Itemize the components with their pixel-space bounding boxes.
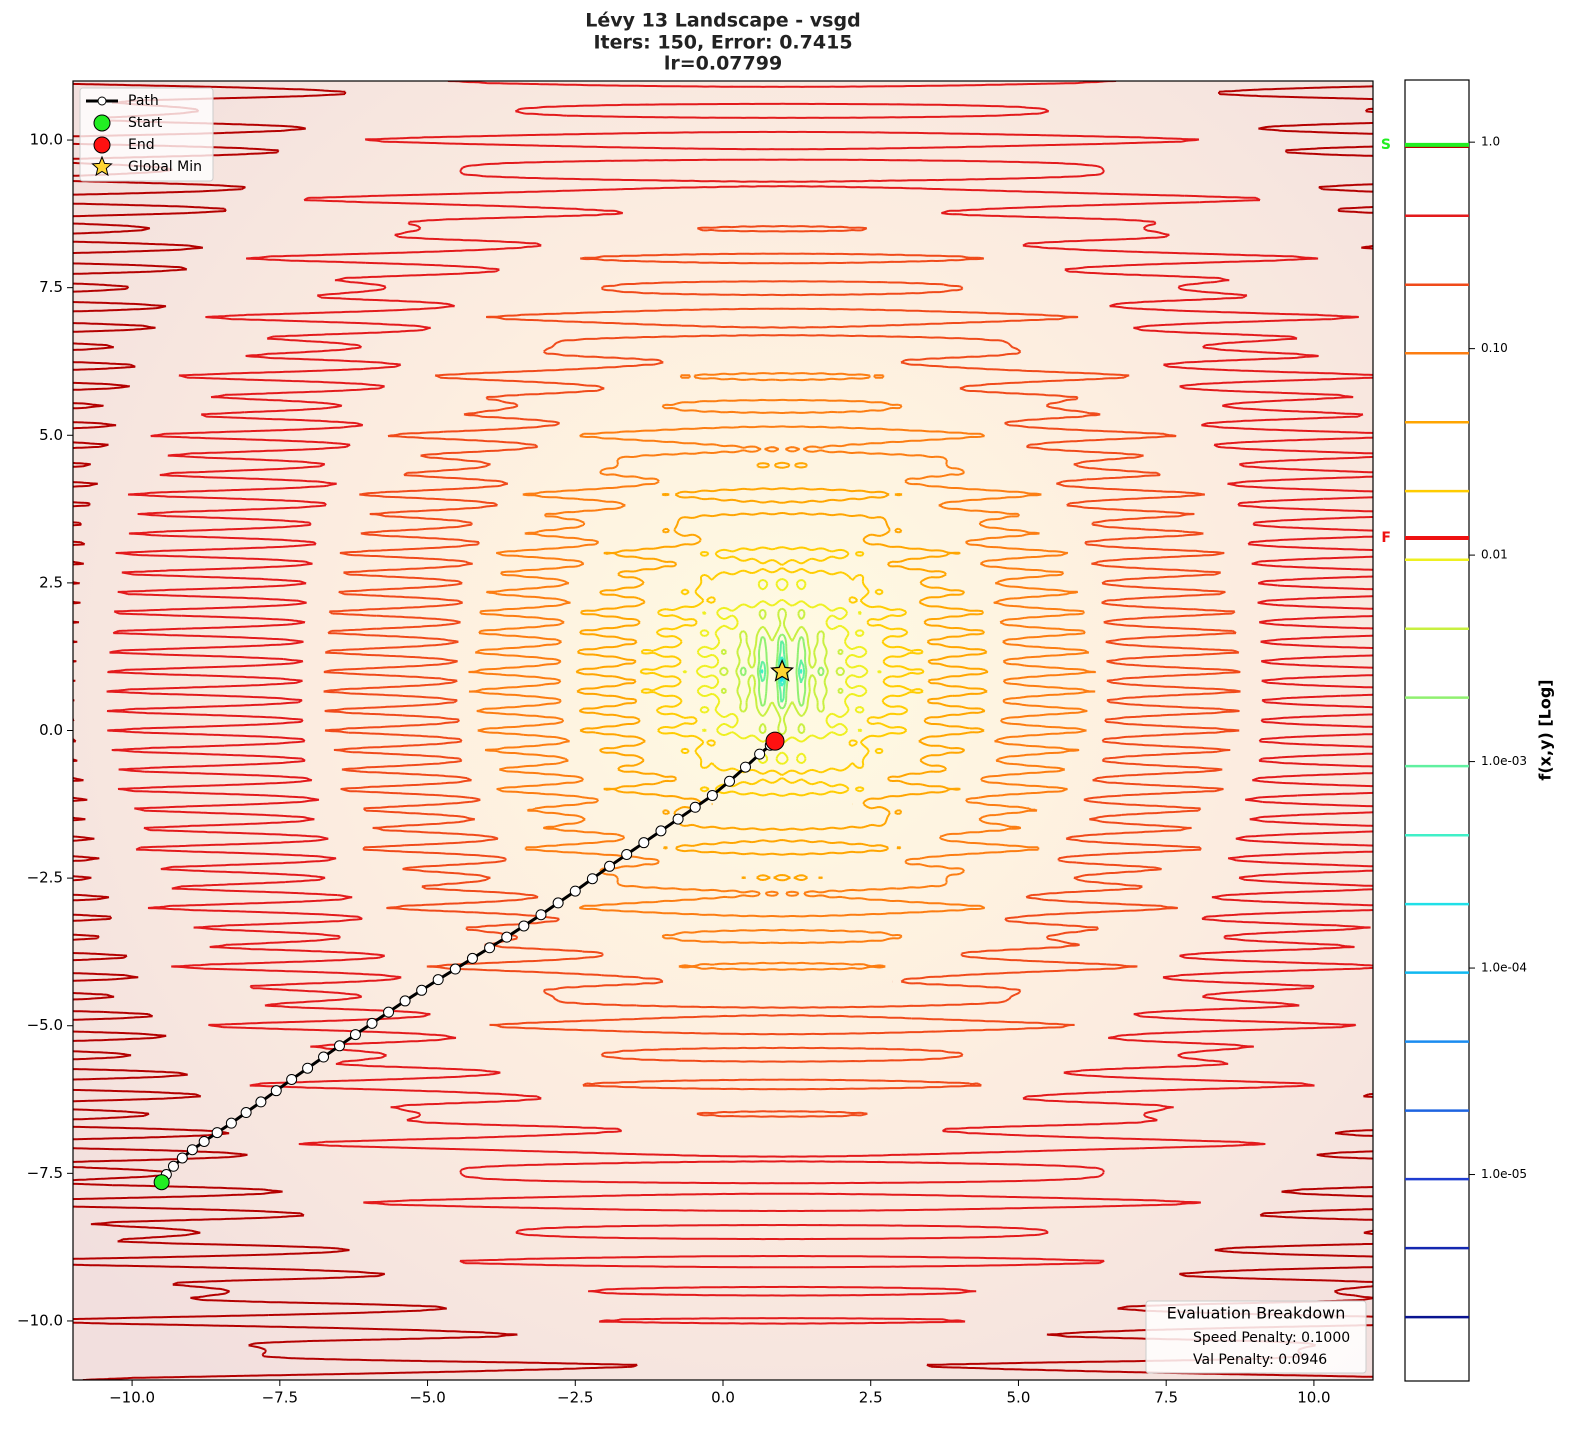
point-marker: [153, 1174, 170, 1191]
path-point: [334, 1040, 345, 1052]
y-tick-label: 5.0: [39, 426, 63, 444]
path-point: [739, 761, 751, 773]
path-point: [672, 813, 684, 825]
contour-line: [575, 461, 989, 882]
contour-line: [639, 546, 925, 797]
path-point: [186, 1144, 198, 1156]
path-point: [198, 1135, 210, 1147]
legend-swatch: [93, 114, 111, 132]
plot-background: [73, 81, 1373, 1380]
chart-title: Iters: 150, Error: 0.7415: [593, 32, 852, 54]
x-tick-label: 10.0: [1297, 1389, 1330, 1407]
path-point: [638, 837, 650, 849]
series-layer: [153, 658, 795, 1191]
y-tick-label: 0.0: [39, 721, 63, 739]
path-point: [449, 963, 461, 975]
y-tick-label: 10.0: [30, 131, 63, 149]
colorbar-tick-label: 1.0e-03: [1481, 754, 1527, 768]
legend-swatch: [97, 96, 107, 106]
colorbar-marker-label: F: [1381, 530, 1391, 546]
path-point: [604, 860, 616, 872]
path-point: [383, 1006, 395, 1018]
path-point: [706, 789, 718, 801]
legend-label: End: [128, 137, 155, 153]
legend-box: [79, 87, 214, 182]
path-point: [501, 931, 513, 943]
star-marker: [770, 658, 795, 682]
contour-line: [682, 578, 883, 765]
path-point: [211, 1127, 223, 1139]
contour-line: [468, 372, 1097, 971]
path-point: [655, 825, 667, 837]
x-tick-label: −2.5: [557, 1389, 593, 1407]
x-tick-label: 5.0: [1007, 1389, 1031, 1407]
contour-line: [759, 640, 806, 703]
annotation-box: [1145, 1300, 1367, 1374]
x-tick-label: 7.5: [1154, 1389, 1178, 1407]
contour-line: [719, 607, 846, 736]
path-point: [535, 909, 547, 921]
chart-title: Lévy 13 Landscape - vsgd: [585, 10, 860, 32]
path-point: [225, 1117, 237, 1129]
colorbar-tick-label: 1.0e-04: [1481, 961, 1527, 975]
path-point: [518, 920, 530, 932]
y-tick-label: −5.0: [27, 1016, 63, 1034]
colorbar-label: f(x,y) [Log]: [1536, 679, 1555, 780]
x-tick-label: 2.5: [859, 1389, 883, 1407]
legend-label: Global Min: [128, 159, 202, 175]
path-point: [255, 1096, 267, 1108]
x-tick-label: −7.5: [262, 1389, 298, 1407]
colorbar: [1404, 79, 1470, 1382]
legend-label: Path: [128, 93, 159, 109]
path-point: [240, 1107, 252, 1119]
path-point: [167, 1160, 179, 1172]
legend-swatch: [91, 155, 113, 177]
path-point: [399, 995, 411, 1007]
path-point: [724, 775, 735, 787]
path-point: [569, 885, 581, 897]
y-tick-label: −7.5: [27, 1164, 63, 1182]
y-tick-label: −10.0: [17, 1311, 63, 1329]
annotation-line: Speed Penalty: 0.1000: [1193, 1330, 1350, 1346]
path-point: [318, 1051, 330, 1063]
path-point: [416, 984, 428, 996]
path-point: [270, 1085, 282, 1097]
path-point: [366, 1017, 378, 1029]
y-tick-label: 2.5: [39, 573, 63, 591]
contour-line: [323, 225, 1241, 1118]
point-marker: [765, 731, 785, 751]
path-point: [621, 848, 633, 860]
legend-swatch: [93, 136, 111, 154]
path-point: [286, 1073, 298, 1085]
path-point: [586, 873, 598, 885]
colorbar-tick-label: 1.0: [1481, 135, 1500, 149]
path-point: [552, 897, 564, 909]
colorbar-tick-label: 0.10: [1481, 341, 1508, 355]
contour-line: [106, 81, 1373, 1325]
x-tick-label: −5.0: [409, 1389, 445, 1407]
y-tick-label: −2.5: [27, 869, 63, 887]
path-point: [302, 1062, 314, 1074]
x-tick-label: −10.0: [109, 1389, 155, 1407]
path-point: [754, 748, 766, 760]
y-tick-label: 7.5: [39, 278, 63, 296]
colorbar-tick-label: 0.01: [1481, 548, 1508, 562]
path-point: [484, 942, 496, 954]
contour-line: [739, 633, 825, 710]
legend-label: Start: [128, 115, 163, 131]
path-point: [466, 952, 478, 964]
path-point: [689, 801, 701, 813]
annotation-line: Val Penalty: 0.0946: [1193, 1352, 1327, 1368]
path-point: [176, 1152, 188, 1164]
path-point: [349, 1029, 361, 1041]
annotation-title: Evaluation Breakdown: [1167, 1304, 1346, 1323]
colorbar-marker-label: S: [1381, 137, 1391, 153]
path-point: [432, 974, 444, 986]
colorbar-tick-label: 1.0e-05: [1481, 1167, 1527, 1181]
chart-title: lr=0.07799: [664, 53, 782, 75]
x-tick-label: 0.0: [711, 1389, 735, 1407]
